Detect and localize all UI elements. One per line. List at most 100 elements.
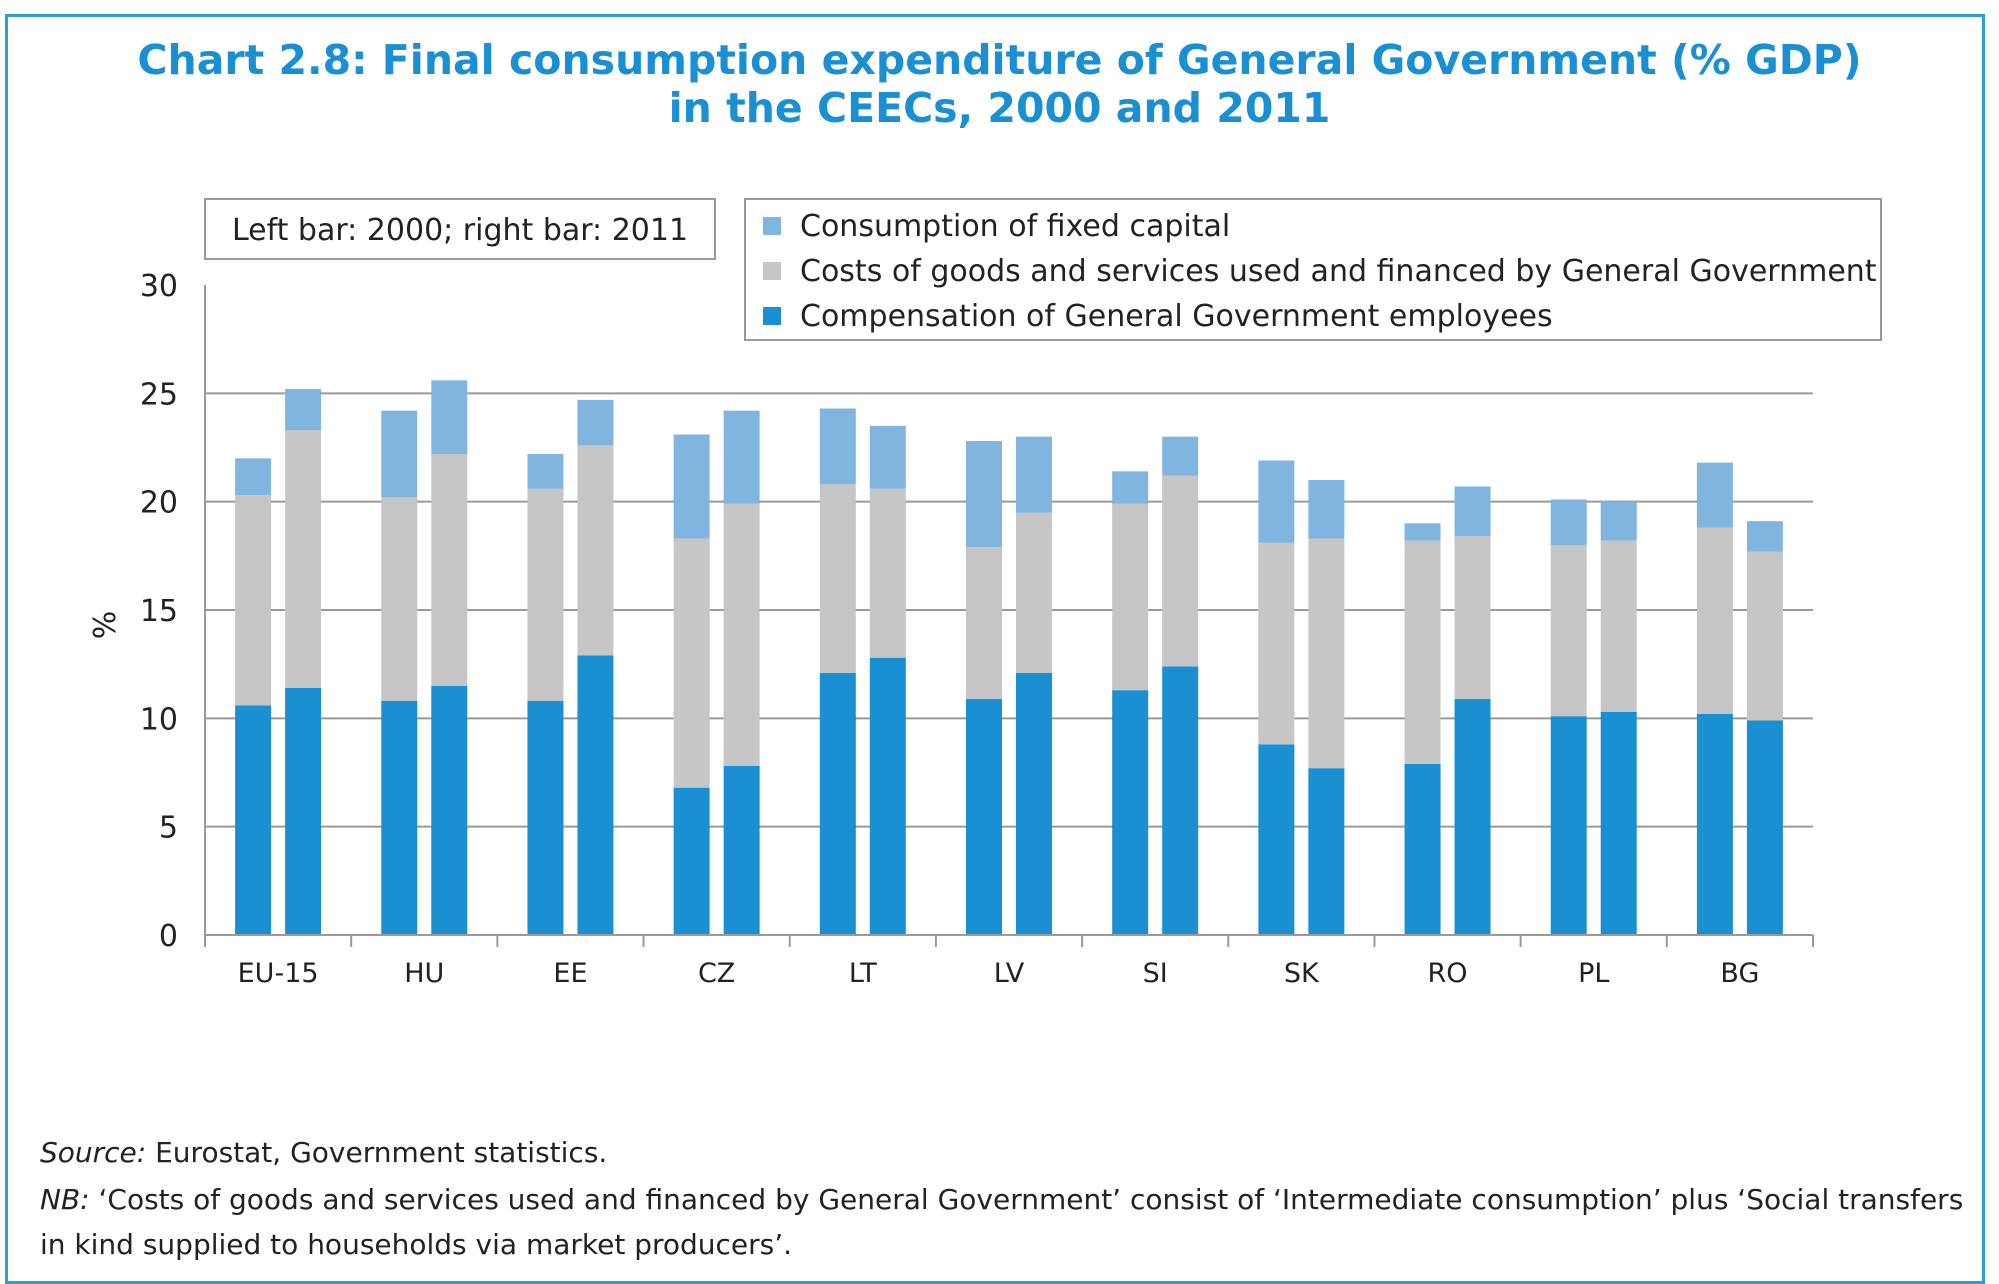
bar-segment-hu-2000-s2 <box>381 410 418 498</box>
bar-segment-cz-2011-s1 <box>723 503 760 766</box>
legend: Consumption of fixed capital Costs of goo… <box>744 198 1882 341</box>
bar-segment-bg-2000-s1 <box>1696 527 1733 714</box>
bar-segment-hu-2011-s1 <box>431 454 468 686</box>
legend-swatch <box>763 217 781 235</box>
bar-segment-hu-2011-s2 <box>431 380 468 454</box>
bar-segment-ee-2000-s2 <box>527 454 564 489</box>
bar-segment-lt-2000-s2 <box>819 408 856 485</box>
x-tick-label: SK <box>1284 958 1320 989</box>
bar-segment-eu-15-2000-s0 <box>235 705 272 935</box>
legend-label: Costs of goods and services used and fin… <box>800 254 1877 289</box>
bar-segment-lv-2000-s0 <box>966 698 1002 935</box>
bar-segment-si-2011-s1 <box>1162 475 1199 667</box>
x-tick-label: LV <box>994 958 1025 989</box>
bar-segment-cz-2000-s1 <box>673 538 710 788</box>
y-tick-label: 20 <box>140 486 178 521</box>
bar-segment-pl-2011-s2 <box>1600 501 1637 541</box>
bar-segment-lv-2011-s0 <box>1016 672 1052 935</box>
bar-segment-sk-2011-s1 <box>1308 538 1345 769</box>
bar-segment-bg-2011-s0 <box>1746 720 1783 935</box>
bar-segment-sk-2000-s2 <box>1258 460 1295 543</box>
x-tick-label: PL <box>1578 958 1609 989</box>
bar-segment-bg-2011-s1 <box>1746 551 1783 721</box>
bar-segment-si-2000-s2 <box>1112 471 1149 504</box>
source-label: Source: <box>40 1136 147 1169</box>
bars-layer <box>235 380 1783 935</box>
grid-layer <box>205 392 1813 828</box>
bar-segment-eu-15-2011-s1 <box>285 430 322 688</box>
bar-segment-cz-2000-s2 <box>673 434 710 539</box>
x-tick-label: EU-15 <box>238 958 319 989</box>
bar-segment-lv-2000-s2 <box>966 441 1002 548</box>
chart-title-line1: Chart 2.8: Final consumption expenditure… <box>137 36 1862 84</box>
chart-title: Chart 2.8: Final consumption expenditure… <box>0 36 1999 132</box>
bar-segment-si-2011-s2 <box>1162 436 1199 476</box>
bar-segment-ro-2000-s1 <box>1404 540 1441 764</box>
bar-segment-ro-2000-s2 <box>1404 523 1441 541</box>
bar-segment-eu-15-2011-s0 <box>285 688 322 935</box>
bar-segment-ee-2011-s1 <box>577 445 614 656</box>
bar-segment-pl-2011-s1 <box>1600 540 1637 712</box>
legend-label: Consumption of fixed capital <box>800 209 1230 244</box>
bar-segment-sk-2011-s0 <box>1308 768 1345 935</box>
bar-segment-lt-2011-s0 <box>869 657 906 935</box>
bar-segment-ro-2011-s0 <box>1454 698 1491 935</box>
bar-segment-ro-2011-s2 <box>1454 486 1491 537</box>
bar-segment-bg-2011-s2 <box>1746 521 1783 552</box>
nb-label: NB: <box>40 1183 90 1216</box>
y-tick-label: 5 <box>159 811 178 846</box>
nb-text: ‘Costs of goods and services used and fi… <box>40 1183 1964 1261</box>
bar-segment-bg-2000-s0 <box>1696 714 1733 935</box>
bar-segment-lv-2011-s1 <box>1016 512 1052 673</box>
bar-segment-ro-2011-s1 <box>1454 536 1491 699</box>
y-tick-label: 15 <box>140 594 178 629</box>
bar-segment-eu-15-2000-s1 <box>235 495 272 706</box>
bar-segment-lt-2011-s1 <box>869 488 906 658</box>
bar-segment-pl-2000-s1 <box>1550 545 1587 717</box>
x-tick-label: CZ <box>698 958 735 989</box>
y-tick-label: 30 <box>140 269 178 304</box>
bar-segment-ee-2011-s0 <box>577 655 614 935</box>
bar-segment-sk-2011-s2 <box>1308 480 1345 539</box>
bar-segment-si-2000-s1 <box>1112 503 1149 691</box>
bar-segment-lt-2000-s0 <box>819 672 856 935</box>
y-tick-label: 0 <box>159 919 178 954</box>
source-text: Eurostat, Government statistics. <box>146 1136 608 1169</box>
bar-segment-bg-2000-s2 <box>1696 462 1733 528</box>
y-tick-label: 25 <box>140 377 178 412</box>
bar-segment-eu-15-2011-s2 <box>285 389 322 431</box>
bar-segment-sk-2000-s1 <box>1258 542 1295 745</box>
x-tick-label: SI <box>1143 958 1168 989</box>
axis-layer: 0 5 10 15 20 25 30 EU-15 HU EE CZ LT LV SI SK RO PL BG <box>140 269 1814 989</box>
y-tick-label: 10 <box>140 702 178 737</box>
bar-segment-si-2011-s0 <box>1162 666 1199 935</box>
legend-swatch <box>763 307 781 325</box>
x-tick-label: HU <box>404 958 444 989</box>
bar-segment-cz-2000-s0 <box>673 787 710 935</box>
legend-swatch <box>763 262 781 280</box>
bar-segment-lv-2011-s2 <box>1016 436 1052 513</box>
legend-label: Compensation of General Government emplo… <box>800 299 1553 334</box>
bar-segment-ee-2000-s0 <box>527 701 564 935</box>
note-box-text: Left bar: 2000; right bar: 2011 <box>232 213 688 248</box>
bar-segment-eu-15-2000-s2 <box>235 458 272 496</box>
bar-segment-lt-2011-s2 <box>869 425 906 489</box>
x-tick-label: EE <box>553 958 587 989</box>
bar-segment-sk-2000-s0 <box>1258 744 1295 935</box>
bar-segment-pl-2000-s2 <box>1550 499 1587 545</box>
source-note: Source: Eurostat, Government statistics. <box>40 1130 607 1175</box>
bar-segment-ee-2011-s2 <box>577 399 614 446</box>
bar-segment-si-2000-s0 <box>1112 690 1149 935</box>
nb-note: NB: ‘Costs of goods and services used an… <box>40 1177 1970 1267</box>
bar-segment-hu-2000-s0 <box>381 701 418 935</box>
x-tick-label: RO <box>1428 958 1468 989</box>
chart-title-line2: in the CEECs, 2000 and 2011 <box>668 84 1331 132</box>
bar-segment-hu-2011-s0 <box>431 685 468 935</box>
bar-segment-cz-2011-s0 <box>723 766 760 935</box>
bar-segment-ee-2000-s1 <box>527 488 564 701</box>
y-axis-label: % <box>88 611 123 640</box>
bar-segment-pl-2011-s0 <box>1600 711 1637 935</box>
bar-segment-hu-2000-s1 <box>381 497 418 701</box>
bar-segment-ro-2000-s0 <box>1404 763 1441 935</box>
